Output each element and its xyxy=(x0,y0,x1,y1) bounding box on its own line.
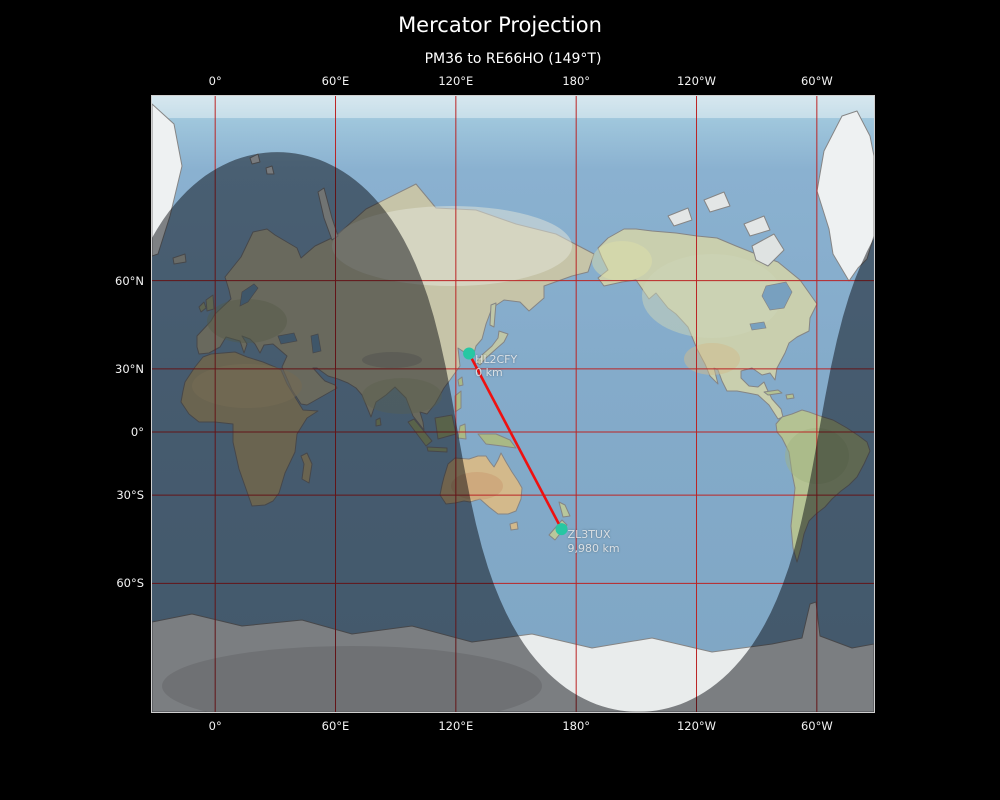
hudson-bay xyxy=(761,281,793,311)
great-circle-path xyxy=(467,352,563,530)
y-tick-left: 60°S xyxy=(116,576,144,591)
south-america xyxy=(775,409,871,563)
x-tick-bottom: 120°W xyxy=(676,719,717,733)
night-region xyxy=(638,237,874,712)
taiwan xyxy=(457,376,464,387)
x-tick-bottom: 120°E xyxy=(438,719,474,733)
greenland xyxy=(816,110,874,282)
philippines xyxy=(454,390,462,413)
arctic-archipelago-3 xyxy=(743,215,771,237)
terrain-tints xyxy=(162,206,849,712)
caspian-sea xyxy=(310,333,322,354)
station-label-zl3tux: ZL3TUX 9,980 km xyxy=(568,528,620,555)
station-callsign: HL2CFY xyxy=(475,352,518,366)
station-callsign: ZL3TUX xyxy=(567,528,611,542)
figure-title: Mercator Projection xyxy=(398,13,602,37)
x-tick-top: 0° xyxy=(208,74,222,88)
y-tick-left: 0° xyxy=(130,425,144,439)
sakhalin xyxy=(489,302,497,328)
night-shade xyxy=(152,152,874,712)
java xyxy=(426,446,448,453)
y-tick-left: 30°S xyxy=(116,488,144,503)
y-tick-left: 60°N xyxy=(115,273,144,288)
great-lakes xyxy=(749,321,767,331)
british-isles xyxy=(205,294,215,312)
hispaniola xyxy=(785,393,795,400)
station-marker-zl3tux xyxy=(555,523,568,536)
world-map: HL2CFY 0 km ZL3TUX 9,980 km xyxy=(152,96,874,712)
new-zealand-north xyxy=(558,501,571,518)
cuba xyxy=(763,389,783,396)
ireland xyxy=(198,301,207,313)
night-region xyxy=(152,152,639,712)
x-tick-top: 60°W xyxy=(800,74,833,88)
station-distance: 9,980 km xyxy=(567,541,620,555)
arctic-sea-ice xyxy=(152,96,874,118)
iceland xyxy=(172,253,187,265)
baltic-sea xyxy=(239,283,259,307)
sri-lanka xyxy=(375,417,382,427)
tasmania xyxy=(509,521,519,531)
new-guinea xyxy=(477,433,517,449)
inland-seas xyxy=(239,281,793,354)
route-subtitle: PM36 to RE66HO (149°T) xyxy=(424,51,602,67)
station-distance: 0 km xyxy=(475,366,503,380)
black-sea xyxy=(277,332,298,345)
x-tick-top: 60°E xyxy=(321,74,350,88)
greenland-east-wrap xyxy=(152,103,183,257)
svalbard xyxy=(249,153,261,165)
franz-josef-land xyxy=(265,165,275,175)
arctic-archipelago-2 xyxy=(703,191,731,213)
map-canvas xyxy=(152,96,874,712)
graticule xyxy=(152,96,874,712)
baffin-island xyxy=(751,233,785,267)
japan xyxy=(475,330,509,366)
x-tick-top: 180° xyxy=(562,74,591,88)
x-tick-bottom: 180° xyxy=(562,719,591,733)
x-tick-bottom: 0° xyxy=(208,719,222,733)
y-tick-left: 30°N xyxy=(115,361,144,376)
station-label-hl2cfy: HL2CFY 0 km xyxy=(475,353,517,380)
x-tick-top: 120°E xyxy=(438,74,474,88)
x-tick-bottom: 60°E xyxy=(321,719,350,733)
madagascar xyxy=(300,452,313,484)
x-tick-bottom: 60°W xyxy=(800,719,833,733)
station-marker-hl2cfy xyxy=(463,347,476,360)
arctic-archipelago-1 xyxy=(667,207,693,227)
route-layer xyxy=(463,347,568,536)
x-tick-top: 120°W xyxy=(676,74,717,88)
